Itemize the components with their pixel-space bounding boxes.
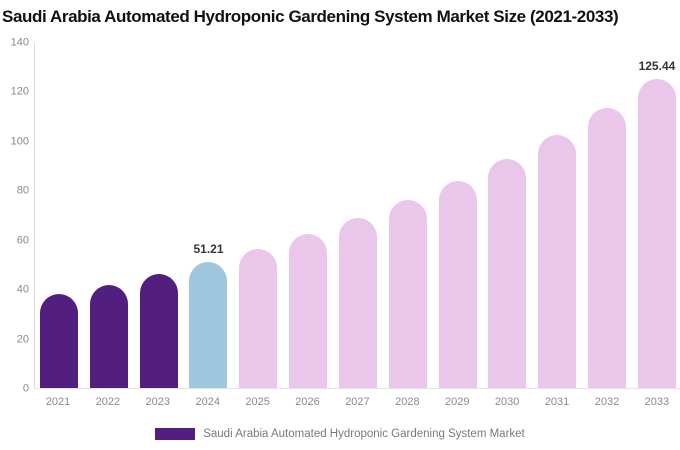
x-tick-label-2029: 2029 [445, 396, 470, 408]
x-tick-label-2026: 2026 [295, 396, 320, 408]
y-axis: 0 20 40 60 80 100 120 140 [0, 37, 29, 394]
y-tick-label-0: 0 [22, 382, 29, 395]
bar-column-2030 [488, 158, 527, 388]
x-tick-label-2028: 2028 [395, 396, 420, 408]
chart-title: Saudi Arabia Automated Hydroponic Garden… [2, 7, 619, 26]
bar-2028 [388, 43, 427, 388]
bar-column-2025 [239, 248, 278, 388]
bar-column-2033 [637, 78, 676, 388]
bar-column-2028 [388, 199, 427, 388]
bar-2030 [488, 43, 527, 388]
bar-column-2027 [338, 217, 377, 388]
bar-value-label-2033: 125.44 [638, 58, 676, 73]
y-tick-label-80: 80 [16, 184, 29, 197]
x-tick-label-2021: 2021 [45, 396, 71, 408]
x-axis: 2021 2022 2023 2024 2025 2026 2027 2028 2029 2030… [34, 396, 680, 410]
x-tick-label-2023: 2023 [145, 396, 171, 408]
bar-2027 [338, 43, 377, 388]
bar-column-2026 [289, 233, 328, 388]
y-tick-label-100: 100 [10, 135, 29, 148]
y-tick-label-140: 140 [10, 36, 29, 49]
x-tick-label-2031: 2031 [544, 396, 570, 408]
x-tick-label-2025: 2025 [245, 396, 270, 408]
bar-column-2032 [588, 108, 627, 388]
x-tick-label-2024: 2024 [195, 396, 220, 408]
bar-2026 [289, 43, 328, 388]
bar-value-label-2024: 51.21 [193, 241, 224, 256]
bar-2032 [588, 43, 627, 388]
x-tick-label-2032: 2032 [594, 396, 620, 408]
bar-column-2024 [189, 261, 228, 388]
y-tick-label-60: 60 [16, 234, 29, 247]
x-tick-label-2033: 2033 [644, 396, 670, 408]
bar-column-2029 [438, 180, 477, 388]
legend: Saudi Arabia Automated Hydroponic Garden… [0, 426, 680, 442]
y-tick-label-40: 40 [16, 283, 29, 296]
bar-column-2022 [89, 284, 128, 388]
legend-swatch [155, 428, 196, 440]
bar-2033: 125.44 [637, 43, 676, 388]
bar-2021 [40, 43, 78, 388]
legend-label: Saudi Arabia Automated Hydroponic Garden… [203, 428, 525, 440]
x-tick-label-2022: 2022 [95, 396, 121, 408]
bar-2025 [239, 43, 278, 388]
bar-2029 [438, 43, 477, 388]
bar-column-2031 [538, 134, 577, 388]
bar-2022 [89, 43, 128, 388]
x-tick-label-2030: 2030 [494, 396, 520, 408]
y-tick-label-120: 120 [10, 85, 29, 98]
x-tick-label-2027: 2027 [345, 396, 370, 408]
bar-2024: 51.21 [189, 43, 228, 388]
plot-area: 51.21 125.44 [34, 43, 680, 389]
bar-2023 [139, 43, 178, 388]
bar-column-2023 [139, 273, 178, 388]
bar-column-2021 [40, 294, 78, 388]
y-tick-label-20: 20 [16, 333, 29, 346]
bar-2031 [538, 43, 577, 388]
